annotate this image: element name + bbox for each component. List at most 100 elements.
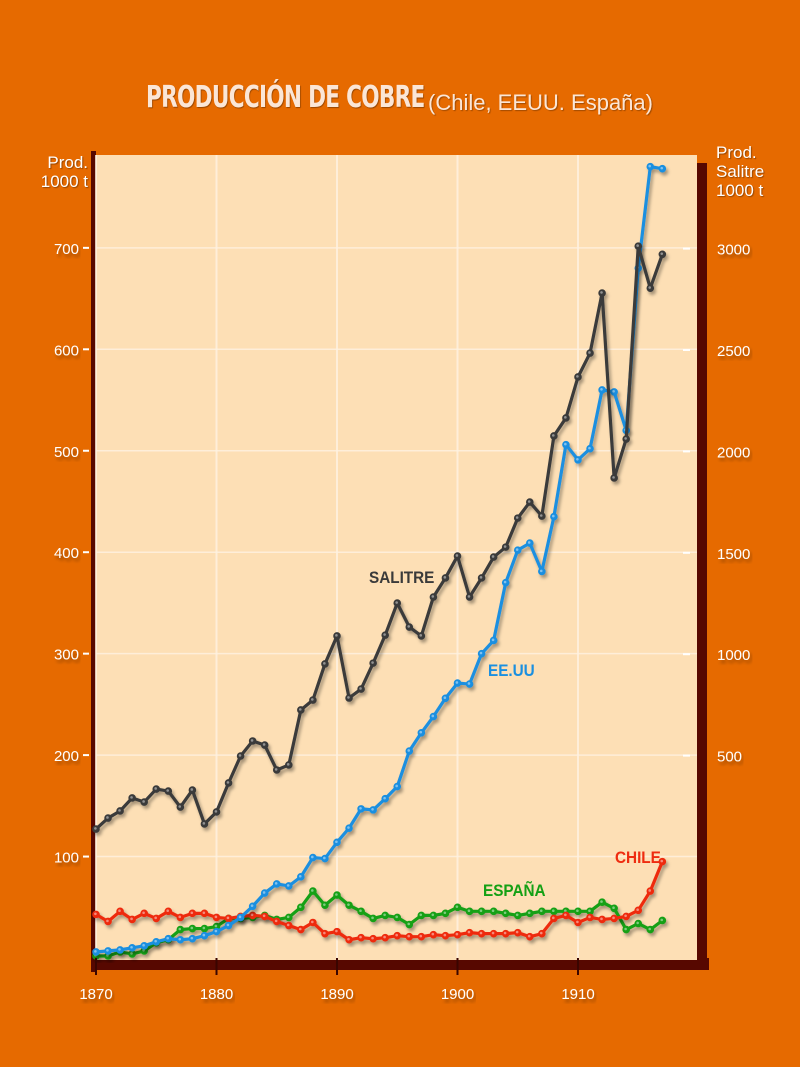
data-point-highlight bbox=[190, 926, 194, 930]
left-y-tick-label: 100 bbox=[54, 850, 79, 867]
data-point-highlight bbox=[612, 476, 615, 479]
data-point-highlight bbox=[660, 859, 664, 863]
data-point-highlight bbox=[142, 943, 145, 947]
data-point-highlight bbox=[455, 932, 459, 936]
data-point-highlight bbox=[564, 442, 567, 446]
data-point-highlight bbox=[443, 911, 447, 915]
data-point-highlight bbox=[118, 947, 121, 951]
data-point-highlight bbox=[178, 915, 182, 919]
data-point-highlight bbox=[648, 164, 651, 168]
series-españa bbox=[92, 887, 667, 960]
data-point-highlight bbox=[106, 954, 109, 957]
left-axis-label: Prod. 1000 t bbox=[41, 153, 88, 191]
data-point-highlight bbox=[527, 911, 531, 915]
series-label: SALITRE bbox=[369, 568, 435, 587]
data-point-highlight bbox=[226, 781, 230, 784]
data-point-highlight bbox=[130, 796, 133, 799]
data-point-highlight bbox=[431, 932, 435, 936]
data-point-highlight bbox=[383, 796, 386, 800]
data-point-highlight bbox=[347, 937, 350, 941]
data-point-highlight bbox=[359, 935, 362, 939]
series-eeuu bbox=[92, 162, 667, 956]
data-point-highlight bbox=[648, 927, 651, 931]
data-point-highlight bbox=[190, 911, 194, 915]
data-point-highlight bbox=[94, 950, 97, 953]
data-point-highlight bbox=[407, 922, 411, 926]
data-point-highlight bbox=[371, 807, 374, 811]
left-y-tick-label: 500 bbox=[54, 444, 79, 461]
data-point-highlight bbox=[600, 387, 603, 391]
data-point-highlight bbox=[600, 917, 603, 921]
data-point-highlight bbox=[503, 545, 507, 548]
data-point-highlight bbox=[539, 909, 543, 913]
x-axis-bar bbox=[96, 958, 709, 970]
right-axis-label-line: 1000 t bbox=[716, 181, 764, 200]
data-point-highlight bbox=[539, 569, 543, 573]
data-point-highlight bbox=[226, 916, 230, 920]
data-point-highlight bbox=[238, 915, 242, 919]
data-point-highlight bbox=[624, 914, 627, 918]
data-point-highlight bbox=[443, 576, 447, 579]
data-point-highlight bbox=[576, 457, 579, 461]
data-point-highlight bbox=[262, 891, 266, 894]
data-point-highlight bbox=[395, 933, 398, 937]
data-point-highlight bbox=[491, 555, 495, 558]
data-point-highlight bbox=[383, 935, 386, 939]
data-point-highlight bbox=[660, 166, 664, 170]
chart-subtitle: (Chile, EEUU. España) bbox=[428, 90, 653, 115]
data-point-highlight bbox=[443, 696, 447, 699]
data-point-highlight bbox=[359, 806, 362, 810]
data-point-highlight bbox=[383, 913, 386, 917]
data-point-highlight bbox=[527, 934, 531, 938]
data-point-highlight bbox=[479, 651, 483, 655]
data-point-highlight bbox=[250, 739, 254, 742]
data-point-highlight bbox=[335, 840, 338, 844]
data-point-highlight bbox=[214, 810, 218, 813]
data-point-highlight bbox=[274, 882, 278, 885]
data-point-highlight bbox=[323, 931, 326, 935]
data-point-highlight bbox=[491, 909, 495, 913]
left-y-tick-label: 700 bbox=[54, 241, 79, 258]
data-point-highlight bbox=[106, 948, 109, 952]
data-point-highlight bbox=[166, 909, 169, 913]
data-point-highlight bbox=[552, 909, 555, 913]
data-point-highlight bbox=[564, 909, 567, 913]
data-point-highlight bbox=[347, 826, 350, 829]
data-point-highlight bbox=[624, 927, 627, 931]
data-point-highlight bbox=[118, 909, 121, 913]
data-point-highlight bbox=[335, 634, 338, 637]
data-point-highlight bbox=[323, 856, 326, 860]
chart-title-block: PRODUCCIÓN DE COBRE (Chile, EEUU. España… bbox=[146, 80, 653, 115]
data-point-highlight bbox=[371, 661, 374, 664]
data-point-highlight bbox=[636, 244, 639, 247]
data-point-highlight bbox=[588, 446, 591, 450]
data-point-highlight bbox=[274, 768, 278, 771]
data-point-highlight bbox=[624, 437, 627, 440]
data-point-highlight bbox=[467, 595, 471, 598]
data-point-highlight bbox=[431, 913, 435, 917]
left-y-tick-label: 400 bbox=[54, 545, 79, 562]
data-point-highlight bbox=[600, 291, 603, 294]
data-point-highlight bbox=[202, 911, 206, 915]
data-point-highlight bbox=[479, 909, 483, 913]
data-point-highlight bbox=[552, 434, 555, 437]
data-point-highlight bbox=[564, 416, 567, 419]
data-point-highlight bbox=[660, 252, 664, 255]
data-point-highlight bbox=[250, 904, 254, 907]
right-axis-label-line: Prod. bbox=[716, 143, 757, 162]
data-point-highlight bbox=[612, 390, 615, 393]
series-label: ESPAÑA bbox=[483, 879, 546, 900]
data-point-highlight bbox=[323, 662, 326, 665]
data-point-highlight bbox=[359, 909, 362, 913]
right-y-tick-label: 2500 bbox=[717, 343, 750, 360]
data-point-highlight bbox=[286, 884, 290, 887]
data-point-highlight bbox=[286, 923, 290, 927]
data-point-highlight bbox=[262, 743, 266, 746]
left-y-tick-label: 200 bbox=[54, 748, 79, 765]
left-axis-bar bbox=[91, 151, 96, 972]
left-y-tick-label: 300 bbox=[54, 647, 79, 664]
data-point-highlight bbox=[407, 625, 411, 628]
data-point-highlight bbox=[154, 787, 157, 790]
data-point-highlight bbox=[419, 934, 423, 938]
right-axis-label-line: Salitre bbox=[716, 162, 765, 181]
